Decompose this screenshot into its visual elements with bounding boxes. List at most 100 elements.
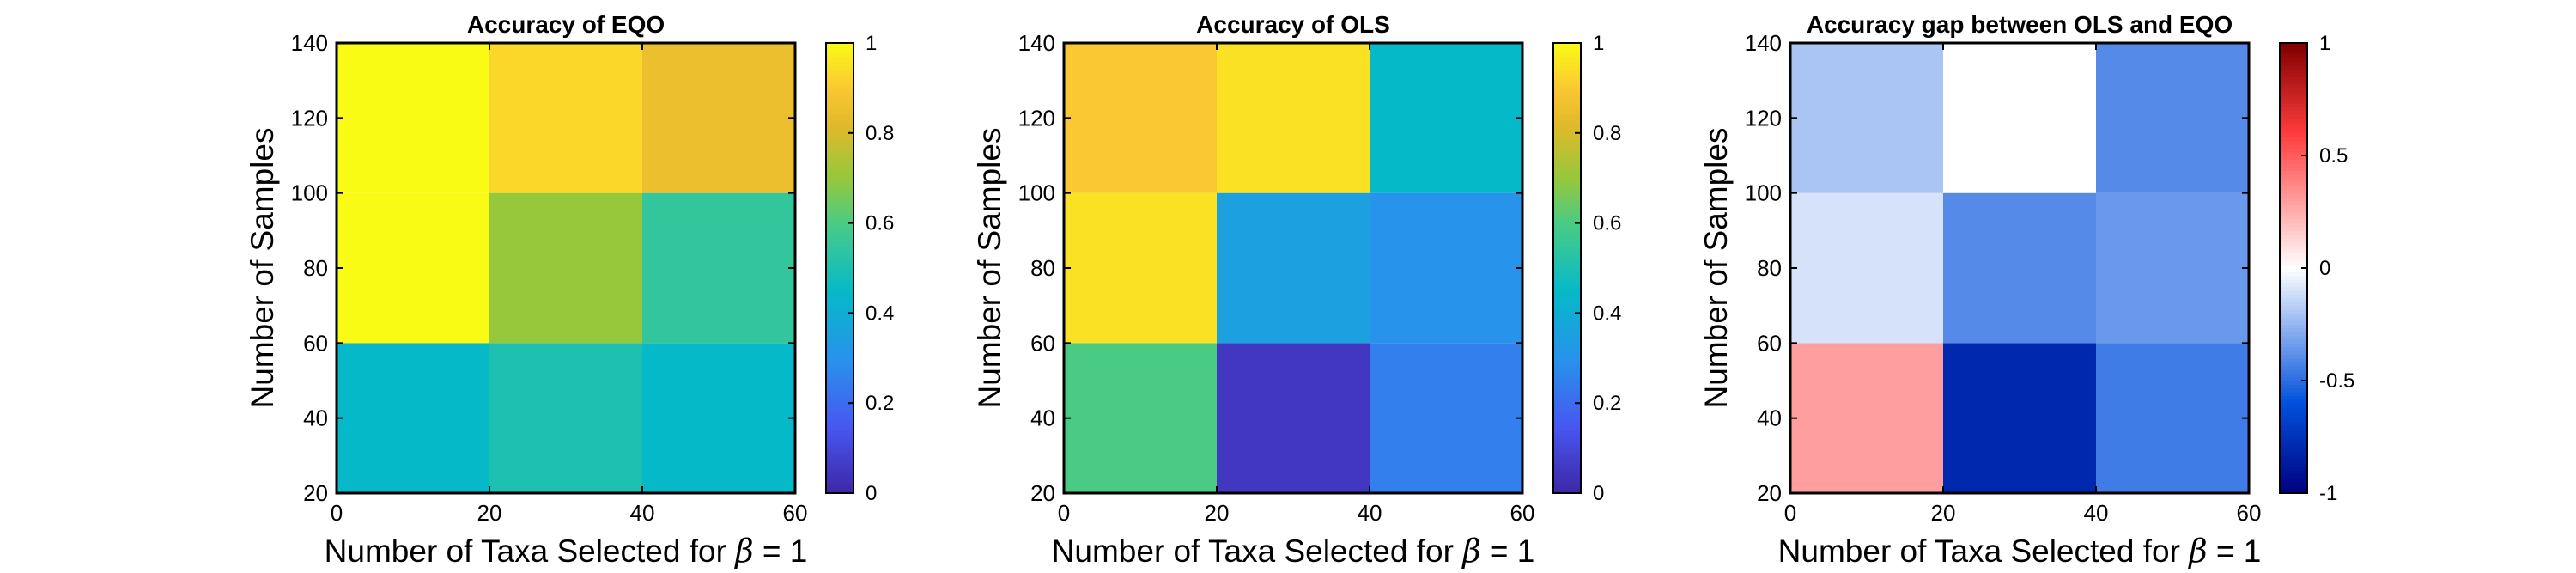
colorbar-segment [826, 343, 854, 348]
colorbar-segment [826, 444, 854, 449]
colorbar-segment [1553, 113, 1581, 119]
y-tick-label: 140 [291, 30, 328, 56]
colorbar-segment [1553, 249, 1581, 254]
colorbar-segment [1553, 365, 1581, 370]
colorbar-frame [1552, 42, 1582, 494]
colorbar-segment [826, 118, 854, 123]
colorbar-segment [2280, 140, 2307, 145]
colorbar-segment [826, 305, 854, 310]
colorbar-segment [2280, 399, 2307, 404]
colorbar-segment [826, 192, 854, 198]
colorbar-segment [826, 253, 854, 258]
colorbar-segment [1553, 162, 1581, 168]
colorbar-segment [826, 178, 854, 183]
colorbar-segment [826, 211, 854, 216]
x-axis-label-suffix: = 1 [2208, 533, 2262, 569]
colorbar-segment [1553, 362, 1581, 367]
colorbar-segment [826, 474, 854, 479]
colorbar-segment [2280, 241, 2307, 247]
colorbar-segment [2280, 346, 2307, 351]
x-tick-label: 20 [1205, 500, 1230, 526]
colorbar-segment [826, 320, 854, 326]
colorbar-tick-label: 0.8 [866, 122, 894, 145]
colorbar-segment [2280, 91, 2307, 96]
colorbar-segment [2280, 129, 2307, 134]
colorbar-segment [2280, 376, 2307, 381]
colorbar-segment [2280, 50, 2307, 55]
colorbar-segment [1553, 346, 1581, 351]
colorbar-segment [826, 167, 854, 172]
colorbar-segment [826, 215, 854, 220]
colorbar-segment [826, 294, 854, 299]
colorbar-segment [826, 80, 854, 85]
colorbar-segment [1553, 444, 1581, 449]
colorbar-segment [2280, 455, 2307, 460]
colorbar-segment [826, 418, 854, 423]
colorbar-segment [2280, 406, 2307, 411]
colorbar-tick-label: -1 [2319, 482, 2337, 505]
x-axis-label: Number of Taxa Selected for β = 1 [1052, 533, 1535, 570]
colorbar-segment [2280, 392, 2307, 397]
colorbar-segment [1553, 155, 1581, 160]
colorbar-segment [2280, 369, 2307, 374]
colorbar-segment [826, 174, 854, 179]
colorbar-segment [2280, 429, 2307, 434]
colorbar-tick-label: -0.5 [2319, 369, 2354, 393]
heatmap-cell [2096, 43, 2249, 193]
colorbar-segment [1553, 369, 1581, 374]
x-axis-label-symbol: β [2187, 533, 2207, 570]
colorbar-segment [826, 230, 854, 235]
heatmap-cell [1064, 343, 1217, 493]
colorbar-segment [1553, 422, 1581, 426]
colorbar-segment [1553, 466, 1581, 472]
colorbar-segment [1553, 283, 1581, 288]
colorbar-segment [2280, 178, 2307, 183]
colorbar-segment [2280, 222, 2307, 228]
heatmap-cell [1943, 343, 2096, 493]
colorbar-segment [1553, 174, 1581, 179]
chart-title: Accuracy of OLS [1196, 11, 1390, 38]
colorbar-segment [2280, 354, 2307, 359]
colorbar-segment [826, 433, 854, 438]
colorbar-segment [1553, 335, 1581, 340]
heatmap-cell [337, 343, 489, 493]
colorbar-segment [2280, 256, 2307, 261]
y-tick-label: 60 [1030, 330, 1055, 356]
x-axis-label-suffix: = 1 [754, 533, 808, 569]
colorbar-segment [1553, 197, 1581, 201]
colorbar-segment [2280, 125, 2307, 131]
colorbar-segment [2280, 148, 2307, 153]
colorbar-tick-label: 0 [2319, 257, 2330, 280]
colorbar-segment [2280, 451, 2307, 456]
colorbar-segment [2280, 84, 2307, 88]
colorbar-segment [826, 381, 854, 385]
heatmap-cell [337, 43, 489, 193]
colorbar-segment [1553, 129, 1581, 134]
heatmap-cell [1370, 192, 1522, 344]
colorbar-tick-label: 0.2 [1593, 392, 1621, 415]
colorbar-segment [1553, 489, 1581, 494]
colorbar-segment [2280, 162, 2307, 168]
colorbar-segment [2280, 118, 2307, 123]
colorbar-segment [1553, 99, 1581, 104]
colorbar-segment [826, 373, 854, 378]
colorbar-segment [1553, 50, 1581, 55]
colorbar-segment [2280, 143, 2307, 149]
colorbar-segment [826, 290, 854, 296]
colorbar-segment [826, 69, 854, 74]
colorbar-segment [1553, 474, 1581, 479]
colorbar-segment [1553, 381, 1581, 385]
colorbar-segment [826, 376, 854, 381]
colorbar-segment [2280, 373, 2307, 378]
heatmap-cell [489, 192, 642, 344]
colorbar-segment [1553, 43, 1581, 47]
colorbar-segment [826, 50, 854, 55]
colorbar-segment [826, 241, 854, 247]
colorbar-segment [2280, 478, 2307, 483]
colorbar-segment [1553, 264, 1581, 269]
colorbar-segment [826, 481, 854, 486]
colorbar-segment [1553, 387, 1581, 393]
colorbar-segment [826, 197, 854, 201]
